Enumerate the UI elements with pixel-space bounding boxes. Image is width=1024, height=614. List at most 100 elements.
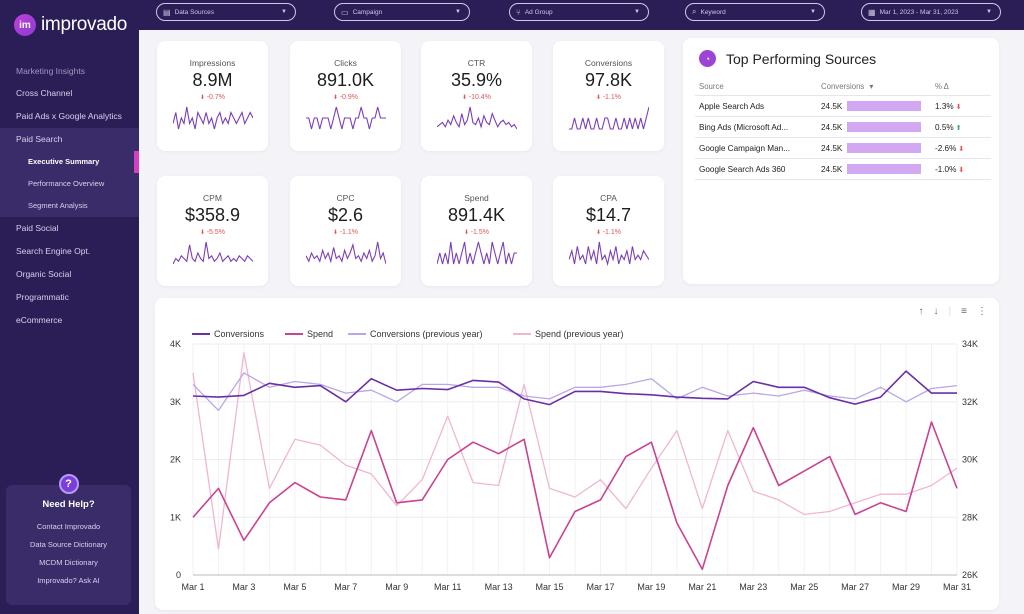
sidebar-item-programmatic[interactable]: Programmatic (16, 292, 69, 302)
column-header-pct-change[interactable]: % Δ (935, 82, 949, 91)
pct-change-value: 0.5% (935, 122, 954, 132)
x-tick-label: Mar 17 (586, 582, 614, 592)
sparkline-path (173, 241, 253, 265)
y-left-tick-label: 4K (170, 339, 181, 349)
column-header-source[interactable]: Source (699, 82, 724, 91)
sidebar-item-executive-summary[interactable]: Executive Summary (0, 151, 139, 173)
legend-label[interactable]: Conversions (previous year) (370, 329, 483, 339)
series-line-spend[interactable] (192, 421, 958, 571)
sidebar-item-performance-overview[interactable]: Performance Overview (0, 173, 139, 195)
kpi-card-clicks: Clicks 891.0K ⬇ -0.9% (290, 41, 401, 151)
conversions-bar (847, 101, 921, 111)
series-line-spend-previous-year[interactable] (192, 352, 958, 550)
series-line-conversions-previous-year[interactable] (192, 372, 958, 412)
logo[interactable]: im improvado (14, 14, 127, 36)
legend-label[interactable]: Spend (previous year) (535, 329, 624, 339)
kpi-card-cpa: CPA $14.7 ⬇ -1.1% (553, 176, 664, 286)
conversions-bar (847, 143, 921, 153)
kpi-value: 8.9M (192, 70, 233, 90)
kpi-delta-value: -1.1% (602, 229, 621, 236)
pct-change-cell: 1.3% ⬇ (921, 102, 991, 111)
sort-desc-icon: ▾ (869, 82, 874, 91)
kpi-card-impressions: Impressions 8.9M ⬇ -0.7% (157, 41, 268, 151)
sidebar-item-search-engine-opt[interactable]: Search Engine Opt. (16, 246, 91, 256)
kpi-sparkline (569, 241, 649, 266)
sidebar-item-organic-social[interactable]: Organic Social (16, 269, 72, 279)
table-row[interactable]: Google Search Ads 360 24.5K -1.0% ⬇ (695, 159, 991, 180)
conversions-value: 24.5K (821, 143, 843, 153)
conversions-cell: 24.5K (809, 101, 921, 111)
sidebar-item-marketing-insights: Marketing Insights (16, 66, 85, 76)
filter-icon[interactable]: ≡ (961, 306, 967, 317)
y-left-tick-label: 1K (170, 512, 181, 522)
legend-label[interactable]: Spend (307, 329, 333, 339)
arrow-down-icon: ⬇ (953, 103, 962, 111)
x-tick-label: Mar 15 (536, 582, 564, 592)
campaign-filter[interactable]: ▭ Campaign ▼ (334, 3, 470, 21)
column-header-conversions-label: Conversions (821, 82, 865, 91)
arrow-down-icon: ⬇ (200, 95, 207, 101)
data-sources-label: Data Sources (174, 8, 214, 16)
chevron-down-icon: ▼ (810, 9, 816, 15)
search-icon: ⌕ (692, 7, 697, 16)
x-tick-label: Mar 27 (841, 582, 869, 592)
table-row[interactable]: Google Campaign Man... 24.5K -2.6% ⬇ (695, 138, 991, 159)
kpi-sparkline (173, 241, 253, 265)
pct-change-cell: 0.5% ⬆ (921, 123, 991, 132)
kpi-card-conversions: Conversions 97.8K ⬇ -1.1% (553, 41, 664, 151)
kpi-delta-value: -0.9% (339, 94, 358, 101)
sidebar-item-paid-search[interactable]: Paid Search (0, 128, 139, 151)
help-link-mcdm[interactable]: MCDM Dictionary (39, 558, 98, 567)
sidebar-item-segment-analysis[interactable]: Segment Analysis (0, 195, 139, 217)
sidebar-item-paid-social[interactable]: Paid Social (16, 223, 59, 233)
kpi-delta: ⬇ -1.1% (553, 229, 664, 236)
pct-change-value: 1.3% (935, 101, 954, 111)
kpi-label: Spend (464, 193, 489, 203)
table-row[interactable]: Bing Ads (Microsoft Ad... 24.5K 0.5% ⬆ (695, 117, 991, 138)
sidebar-item-paid-ads-x-google-analytics[interactable]: Paid Ads x Google Analytics (16, 111, 122, 121)
series-line-conversions[interactable] (192, 370, 957, 406)
ad-group-filter[interactable]: ⑂ Ad Group ▼ (509, 3, 649, 21)
date-range-label: Mar 1, 2023 - Mar 31, 2023 (879, 8, 959, 16)
keyword-filter[interactable]: ⌕ Keyword ▼ (685, 3, 825, 21)
x-tick-label: Mar 7 (334, 582, 357, 592)
chevron-down-icon: ▼ (986, 9, 992, 15)
x-tick-label: Mar 25 (790, 582, 818, 592)
sparkline-path (306, 106, 386, 130)
sidebar-item-cross-channel[interactable]: Cross Channel (16, 88, 73, 98)
more-options-icon[interactable]: ⋮ (977, 306, 987, 317)
help-link-contact[interactable]: Contact Improvado (36, 522, 101, 531)
database-icon: ▤ (163, 7, 171, 17)
arrow-down-icon: ⬇ (200, 230, 207, 236)
top-sources-header: ◔ Top Performing Sources (699, 50, 876, 67)
arrow-down-icon: ⬇ (462, 95, 469, 101)
kpi-value: $358.9 (184, 205, 241, 225)
ad-group-label: Ad Group (524, 8, 553, 16)
sidebar: im improvado Marketing Insights Cross Cha… (0, 0, 139, 614)
pct-change-value: -2.6% (935, 143, 957, 153)
x-tick-label: Mar 23 (739, 582, 767, 592)
table-row[interactable]: Apple Search Ads 24.5K 1.3% ⬇ (695, 96, 991, 117)
conversions-bar (847, 122, 921, 132)
help-link-ask-ai[interactable]: Improvado? Ask AI (37, 576, 100, 585)
sidebar-item-ecommerce[interactable]: eCommerce (16, 315, 63, 325)
kpi-card-ctr: CTR 35.9% ⬇ -10.4% (421, 41, 532, 151)
data-sources-filter[interactable]: ▤ Data Sources ▼ (156, 3, 296, 21)
sort-down-icon[interactable]: ↓ (933, 306, 939, 317)
arrow-down-icon: ⬇ (956, 145, 965, 153)
top-sources-card: ◔ Top Performing Sources Source Conversi… (683, 38, 999, 284)
source-name: Google Campaign Man... (699, 143, 791, 153)
legend-label[interactable]: Conversions (214, 329, 265, 339)
x-tick-label: Mar 5 (283, 582, 306, 592)
calendar-icon: ▦ (868, 7, 876, 17)
sparkline-path (437, 106, 517, 130)
kpi-delta: ⬇ -1.5% (421, 229, 532, 236)
column-header-conversions[interactable]: Conversions ▾ (809, 82, 921, 91)
x-tick-label: Mar 3 (232, 582, 255, 592)
sort-up-icon[interactable]: ↑ (918, 306, 924, 317)
keyword-label: Keyword (700, 8, 726, 16)
help-link-dictionary[interactable]: Data Source Dictionary (29, 540, 108, 549)
x-tick-label: Mar 21 (688, 582, 716, 592)
sparkline-path (437, 241, 517, 265)
date-range-filter[interactable]: ▦ Mar 1, 2023 - Mar 31, 2023 ▼ (861, 3, 1001, 21)
